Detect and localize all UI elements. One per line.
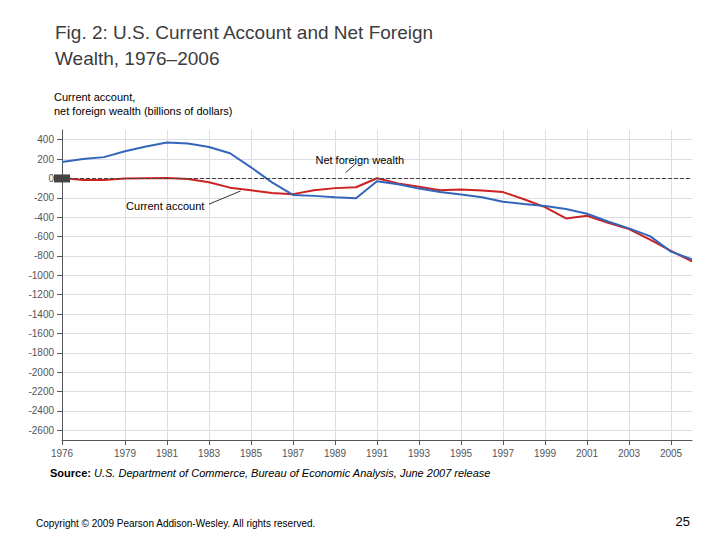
svg-text:400: 400 [37,134,54,145]
svg-text:1979: 1979 [114,448,137,459]
svg-text:Current account,: Current account, [54,91,135,103]
svg-text:0: 0 [48,173,54,184]
svg-text:-1600: -1600 [28,328,54,339]
svg-text:1995: 1995 [450,448,473,459]
svg-text:Fig. 2: U.S. Current Account a: Fig. 2: U.S. Current Account and Net For… [55,22,433,43]
svg-text:200: 200 [37,154,54,165]
svg-text:2005: 2005 [660,448,683,459]
svg-text:1985: 1985 [240,448,263,459]
svg-text:-1800: -1800 [28,347,54,358]
svg-text:-800: -800 [34,250,54,261]
svg-text:1987: 1987 [282,448,305,459]
svg-text:-2000: -2000 [28,367,54,378]
svg-text:-2400: -2400 [28,405,54,416]
svg-text:Wealth, 1976–2006: Wealth, 1976–2006 [55,48,219,69]
svg-text:1993: 1993 [408,448,431,459]
svg-text:-400: -400 [34,212,54,223]
svg-text:2001: 2001 [576,448,599,459]
svg-text:1997: 1997 [492,448,515,459]
svg-text:2003: 2003 [618,448,641,459]
svg-text:net foreign wealth (billions o: net foreign wealth (billions of dollars) [54,105,233,117]
svg-text:-600: -600 [34,231,54,242]
svg-text:-2600: -2600 [28,425,54,436]
svg-text:-200: -200 [34,192,54,203]
svg-text:1981: 1981 [156,448,179,459]
svg-text:U.S. Department of Commerce, B: U.S. Department of Commerce, Bureau of E… [91,467,490,479]
svg-text:1999: 1999 [534,448,557,459]
svg-text:-2200: -2200 [28,386,54,397]
svg-text:Current account: Current account [126,200,204,212]
svg-text:1989: 1989 [324,448,347,459]
svg-text:Net foreign wealth: Net foreign wealth [315,154,404,166]
svg-text:-1200: -1200 [28,289,54,300]
svg-text:25: 25 [676,514,690,529]
svg-text:-1000: -1000 [28,270,54,281]
svg-text:Copyright © 2009 Pearson Addis: Copyright © 2009 Pearson Addison-Wesley.… [36,518,315,529]
svg-text:1983: 1983 [198,448,221,459]
svg-text:1991: 1991 [366,448,389,459]
svg-text:-1400: -1400 [28,309,54,320]
svg-text:1976: 1976 [51,448,74,459]
svg-text:Source:: Source: [50,467,91,479]
